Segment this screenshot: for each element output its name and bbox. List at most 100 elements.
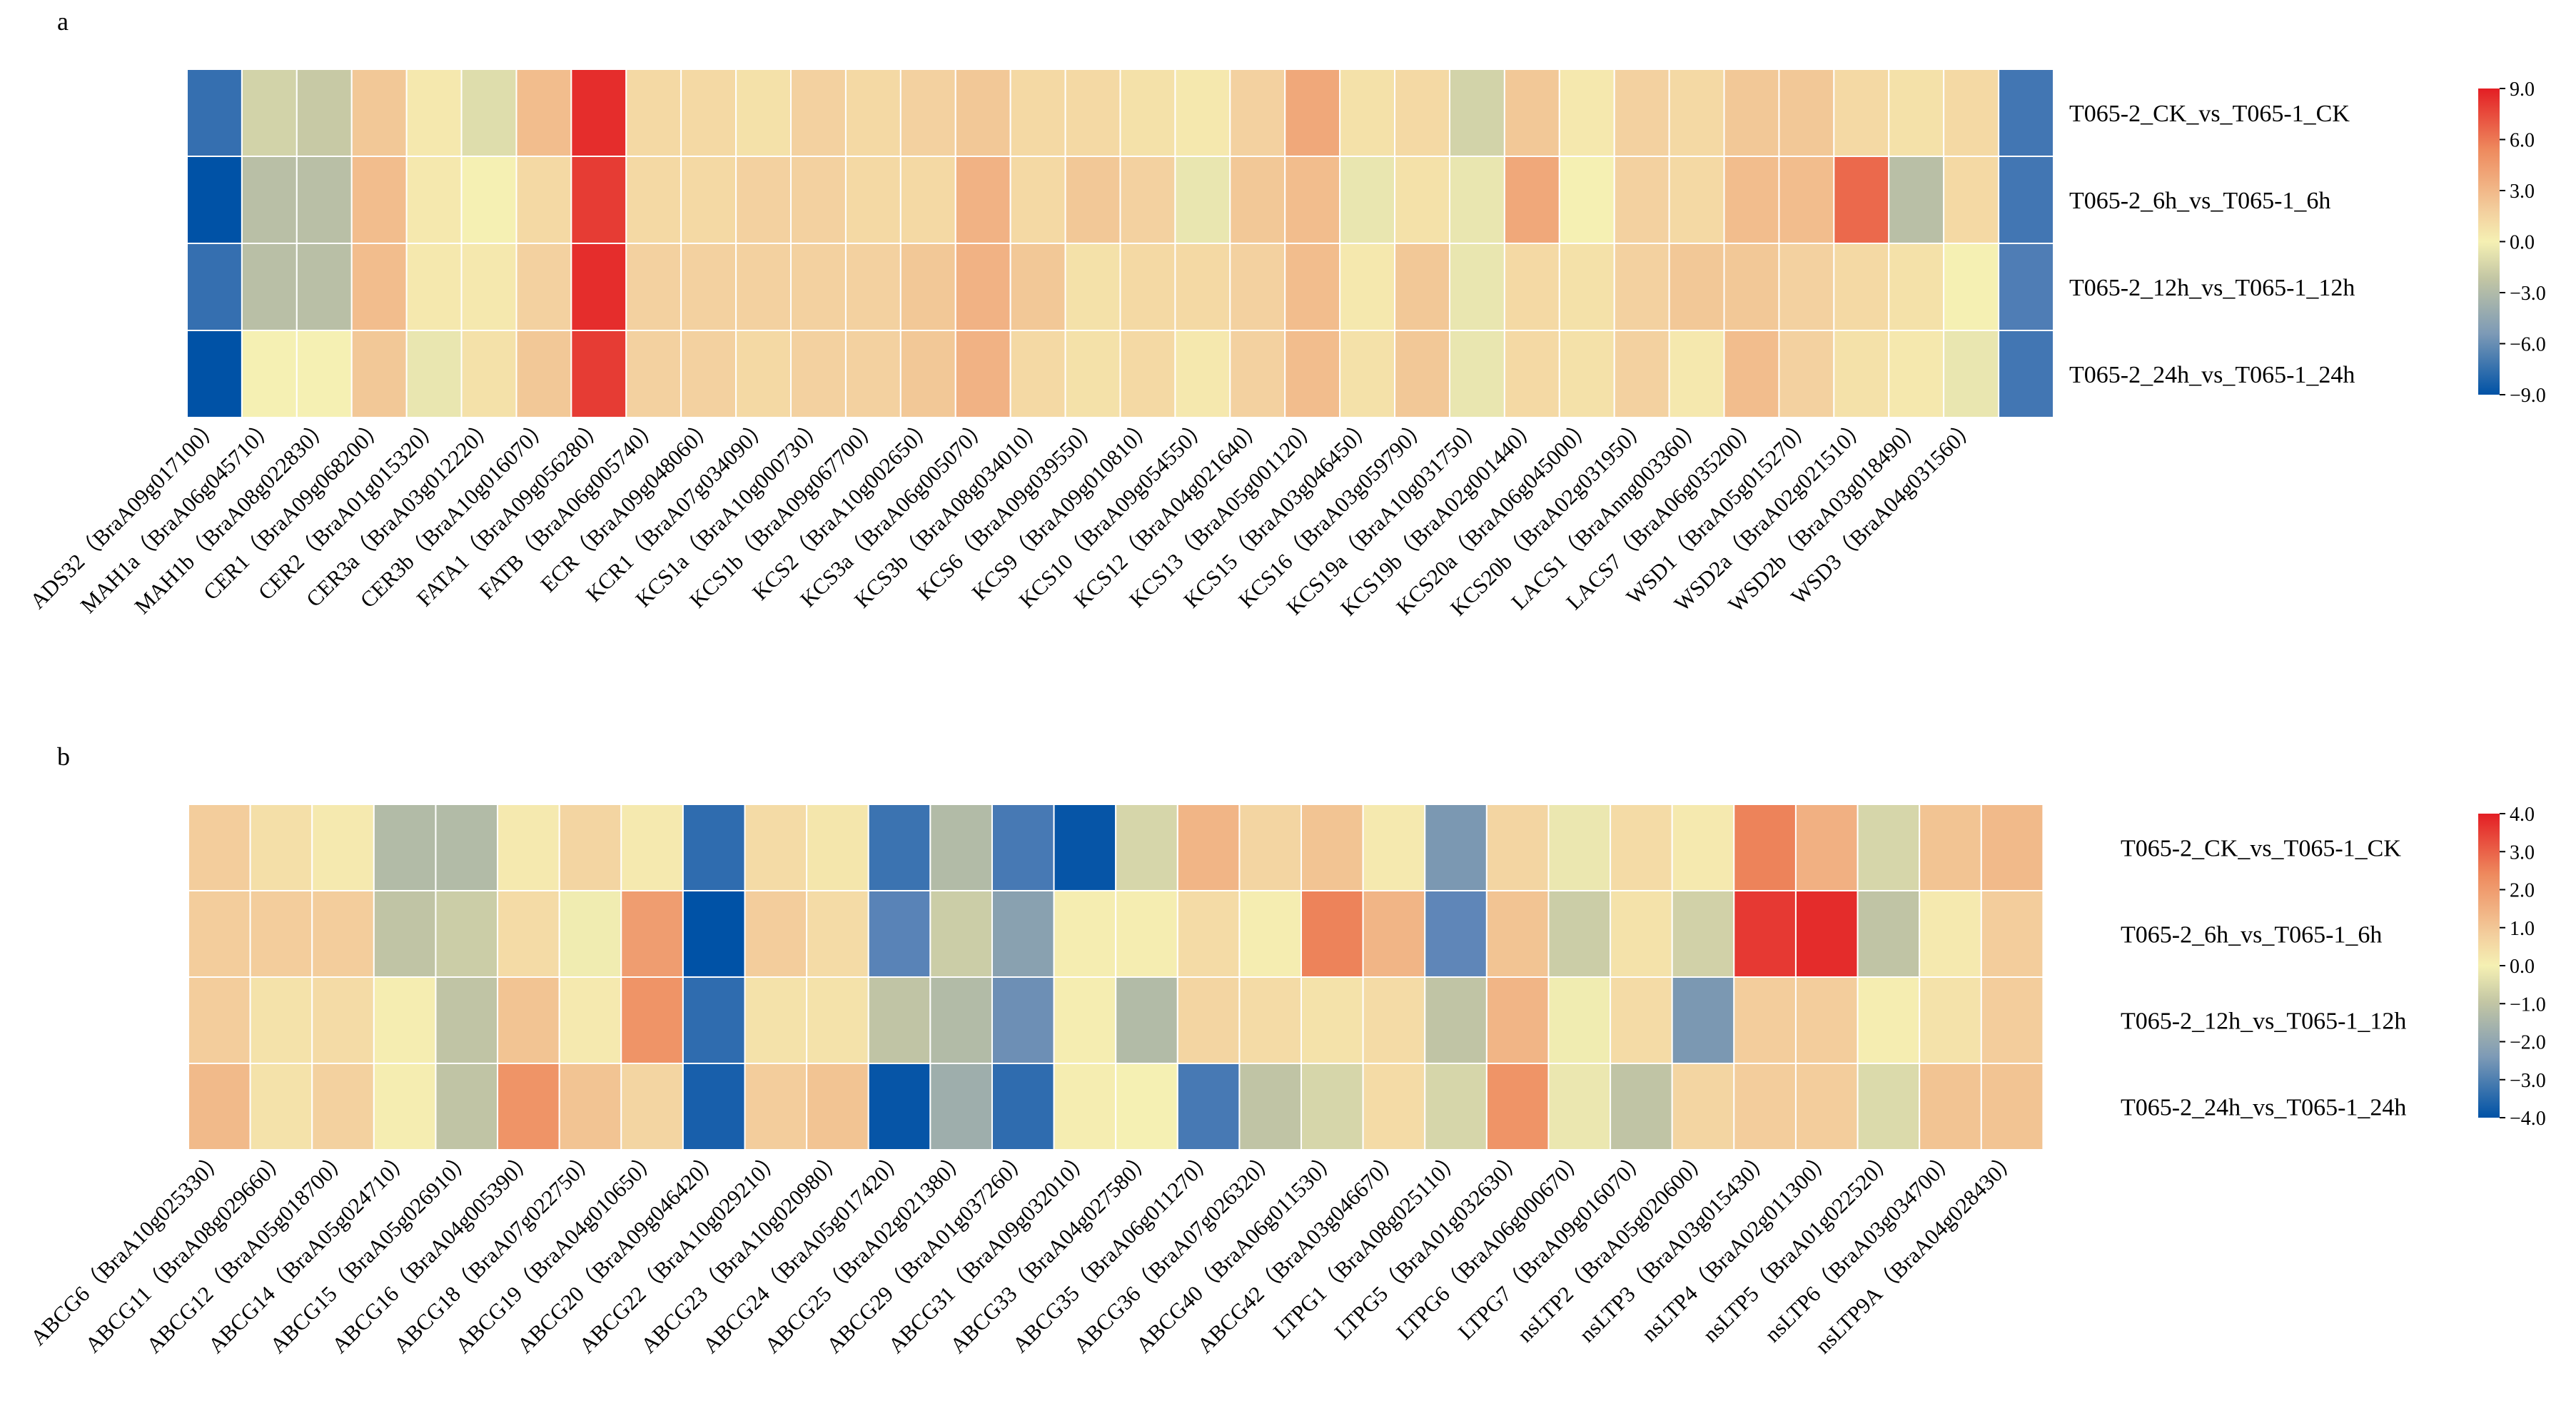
heatmap-cell [1229, 243, 1286, 331]
heatmap-cell [929, 804, 993, 891]
heatmap-cell [1980, 890, 2044, 978]
heatmap-cell [1238, 890, 1303, 978]
heatmap-cell [1448, 69, 1505, 157]
heatmap-cell [435, 890, 499, 978]
heatmap-cell [1610, 1063, 1673, 1150]
heatmap-cell [186, 330, 243, 418]
heatmap-cell [1009, 243, 1066, 331]
heatmap-cell [241, 243, 298, 331]
heatmap-cell [1362, 1063, 1426, 1150]
heatmap-cell [1284, 330, 1341, 418]
heatmap-cell [991, 1063, 1055, 1150]
heatmap-cell [735, 243, 792, 331]
heatmap-cell [405, 69, 463, 157]
heatmap-cell [1610, 890, 1673, 978]
heatmap-cell [186, 243, 243, 331]
heatmap-cell [1733, 890, 1797, 978]
heatmap-panel-a: a T065-2_CK_vs_T065-1_CK T065-2_6h_vs_T06… [25, 7, 2546, 620]
panel-label-a: a [57, 7, 69, 36]
heatmap-cell [790, 156, 847, 244]
heatmap-cell [350, 330, 408, 418]
heatmap-cell [991, 976, 1055, 1064]
row-label: T065-2_12h_vs_T065-1_12h [2069, 275, 2355, 301]
heatmap-cell [558, 804, 622, 891]
colorbar-tick-label: 2.0 [2510, 880, 2535, 902]
heatmap-cell [460, 243, 517, 331]
heatmap-cell [311, 804, 375, 891]
heatmap-cell [744, 804, 808, 891]
heatmap-cell [844, 156, 901, 244]
heatmap-cell [1300, 1063, 1364, 1150]
heatmap-cell [1424, 976, 1487, 1064]
heatmap-cell [241, 330, 298, 418]
colorbar-tick-label: −1.0 [2510, 993, 2546, 1016]
heatmap-cell [1610, 804, 1673, 891]
heatmap-cell [1362, 976, 1426, 1064]
heatmap-cell [296, 156, 353, 244]
heatmap-cell [1857, 890, 1921, 978]
row-label: T065-2_12h_vs_T065-1_12h [2121, 1008, 2406, 1035]
heatmap-cell [1794, 804, 1859, 891]
heatmap-cell [1119, 330, 1176, 418]
heatmap-cell [497, 1063, 560, 1150]
colorbar-tick-label: 3.0 [2510, 181, 2535, 203]
heatmap-cell [682, 890, 746, 978]
heatmap-a-cells [186, 69, 2055, 418]
heatmap-cell [515, 156, 572, 244]
heatmap-cell [1503, 156, 1560, 244]
row-label: T065-2_CK_vs_T065-1_CK [2069, 101, 2350, 127]
heatmap-cell [435, 1063, 499, 1150]
heatmap-cell [790, 243, 847, 331]
heatmap-cell [620, 890, 684, 978]
heatmap-cell [929, 976, 993, 1064]
row-label: T065-2_6h_vs_T065-1_6h [2069, 188, 2330, 214]
colorbar-tick-label: −3.0 [2510, 283, 2546, 305]
heatmap-cell [1229, 156, 1286, 244]
heatmap-cell [790, 69, 847, 157]
colorbar-tick-label: 0.0 [2510, 232, 2535, 254]
heatmap-cell [1394, 330, 1450, 418]
heatmap-cell [1009, 156, 1066, 244]
heatmap-cell [373, 976, 437, 1064]
heatmap-cell [682, 1063, 746, 1150]
heatmap-cell [867, 890, 931, 978]
heatmap-cell [1229, 330, 1286, 418]
heatmap-cell [1943, 69, 2000, 157]
heatmap-cell [899, 330, 956, 418]
heatmap-cell [1115, 1063, 1178, 1150]
heatmap-cell [1394, 243, 1450, 331]
heatmap-cell [570, 330, 627, 418]
heatmap-cell [1919, 890, 1982, 978]
heatmap-cell [1284, 156, 1341, 244]
heatmap-cell [570, 156, 627, 244]
heatmap-cell [620, 1063, 684, 1150]
row-label: T065-2_CK_vs_T065-1_CK [2121, 836, 2401, 862]
heatmap-cell [1943, 243, 2000, 331]
heatmap-cell [497, 976, 560, 1064]
heatmap-cell [435, 804, 499, 891]
heatmap-a-colorbar: 9.0 6.0 3.0 0.0 −3.0 −6.0 −9.0 [2478, 79, 2546, 407]
colorbar-tick-label: −9.0 [2510, 385, 2546, 407]
heatmap-cell [515, 69, 572, 157]
heatmap-cell [1238, 804, 1303, 891]
heatmap-cell [1174, 330, 1231, 418]
heatmap-cell [1009, 69, 1066, 157]
heatmap-cell [1485, 1063, 1550, 1150]
heatmap-cell [1174, 243, 1231, 331]
row-label: T065-2_6h_vs_T065-1_6h [2121, 922, 2382, 949]
heatmap-cell [249, 976, 313, 1064]
heatmap-cell [350, 243, 408, 331]
heatmap-cell [1610, 976, 1673, 1064]
heatmap-cell [1448, 330, 1505, 418]
heatmap-cell [625, 69, 682, 157]
heatmap-cell [1424, 1063, 1487, 1150]
heatmap-cell [1778, 243, 1835, 331]
heatmap-cell [1115, 804, 1178, 891]
heatmap-cell [682, 976, 746, 1064]
heatmap-cell [1547, 1063, 1612, 1150]
heatmap-cell [1857, 976, 1921, 1064]
heatmap-cell [1733, 976, 1797, 1064]
heatmap-cell [1115, 890, 1178, 978]
heatmap-cell [1671, 1063, 1735, 1150]
heatmap-cell [1119, 156, 1176, 244]
